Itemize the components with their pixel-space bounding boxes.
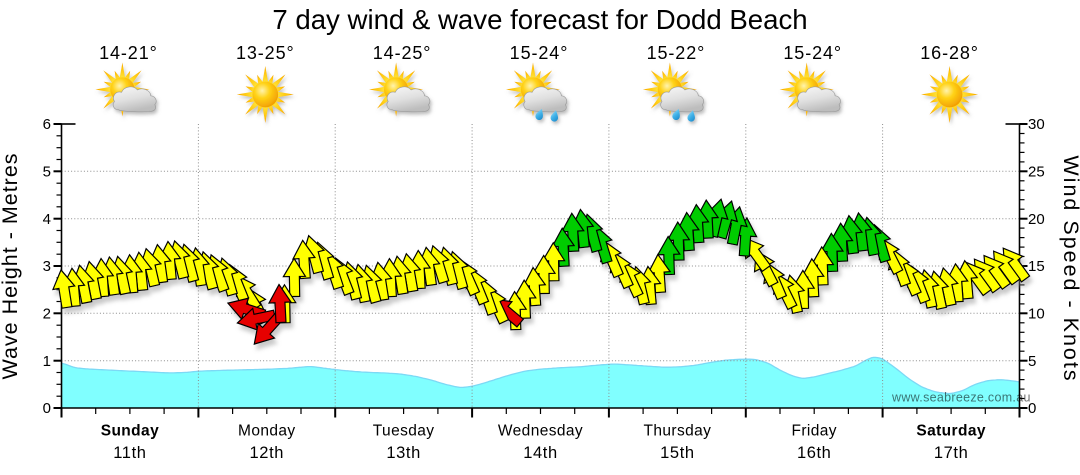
svg-text:Friday: Friday	[791, 423, 836, 440]
svg-text:11th: 11th	[113, 444, 146, 462]
svg-text:15: 15	[1028, 258, 1045, 275]
svg-text:14th: 14th	[523, 444, 558, 462]
svg-text:4: 4	[43, 211, 51, 228]
svg-text:Sunday: Sunday	[101, 423, 159, 440]
svg-text:13-25°: 13-25°	[236, 43, 295, 63]
svg-text:15-24°: 15-24°	[783, 43, 842, 63]
svg-text:1: 1	[43, 353, 51, 370]
svg-text:15-22°: 15-22°	[647, 43, 706, 63]
svg-text:16-28°: 16-28°	[920, 43, 979, 63]
svg-text:3: 3	[43, 258, 51, 275]
svg-text:www.seabreeze.com.au: www.seabreeze.com.au	[891, 391, 1031, 405]
svg-text:12th: 12th	[250, 444, 285, 462]
svg-text:7 day wind & wave forecast for: 7 day wind & wave forecast for Dodd Beac…	[272, 4, 807, 35]
svg-text:Wind Speed - Knots: Wind Speed - Knots	[1059, 155, 1080, 382]
svg-text:5: 5	[43, 164, 51, 181]
svg-text:14-21°: 14-21°	[99, 43, 158, 63]
svg-text:14-25°: 14-25°	[373, 43, 432, 63]
svg-text:0: 0	[1028, 400, 1036, 417]
svg-text:Monday: Monday	[238, 423, 296, 440]
svg-text:2: 2	[43, 306, 51, 323]
svg-text:Tuesday: Tuesday	[373, 423, 435, 440]
svg-text:13th: 13th	[386, 444, 421, 462]
svg-text:Thursday: Thursday	[643, 423, 711, 440]
svg-text:17th: 17th	[934, 444, 969, 462]
svg-text:15th: 15th	[660, 444, 695, 462]
svg-text:Saturday: Saturday	[916, 423, 986, 440]
svg-text:Wave Height - Metres: Wave Height - Metres	[0, 152, 22, 379]
svg-text:20: 20	[1028, 211, 1045, 228]
svg-text:25: 25	[1028, 164, 1045, 181]
svg-text:15-24°: 15-24°	[510, 43, 569, 63]
svg-text:6: 6	[43, 116, 51, 133]
svg-text:16th: 16th	[797, 444, 832, 462]
svg-text:5: 5	[1028, 353, 1036, 370]
svg-text:0: 0	[43, 400, 51, 417]
svg-text:30: 30	[1028, 116, 1045, 133]
svg-text:Wednesday: Wednesday	[498, 423, 583, 440]
svg-text:10: 10	[1028, 306, 1045, 323]
